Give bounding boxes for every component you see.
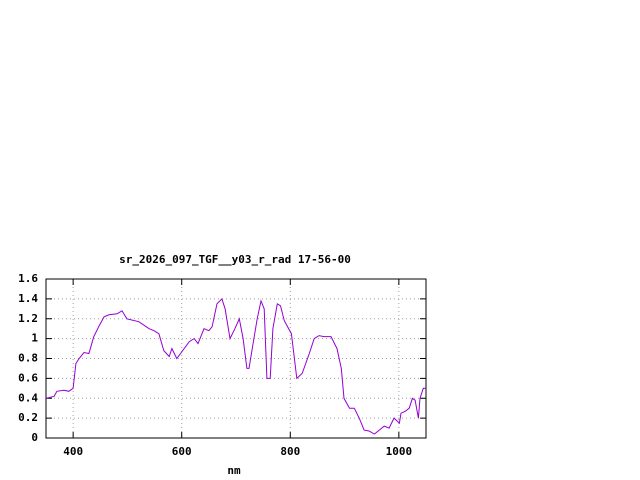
data-line xyxy=(45,297,426,435)
y-tick-label: 1.2 xyxy=(18,312,38,325)
x-tick-label: 600 xyxy=(172,445,192,458)
x-tick-label: 800 xyxy=(280,445,300,458)
y-tick-label: 1.6 xyxy=(18,272,38,285)
y-tick-label: 0 xyxy=(31,431,38,444)
y-tick-label: 1 xyxy=(31,332,38,345)
y-tick-label: 0.6 xyxy=(18,371,38,384)
x-tick-label: 1000 xyxy=(386,445,413,458)
y-tick-label: 0.2 xyxy=(18,411,38,424)
x-axis-label: nm xyxy=(227,464,241,477)
y-tick-label: 0.4 xyxy=(18,391,38,404)
chart-title: sr_2026_097_TGF__y03_r_rad 17-56-00 xyxy=(119,253,351,266)
y-tick-label: 1.4 xyxy=(18,292,38,305)
y-tick-label: 0.8 xyxy=(18,352,38,365)
plot-frame xyxy=(45,278,427,439)
x-tick-label: 400 xyxy=(63,445,83,458)
